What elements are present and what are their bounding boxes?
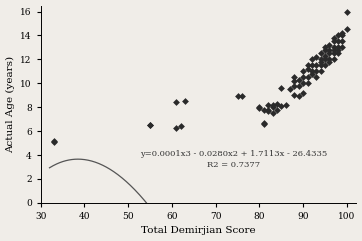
Point (335, 46, 341, 49)
Point (331, 48, 337, 52)
Point (340, 33, 345, 37)
Point (318, 52, 324, 55)
Point (331, 36, 337, 40)
Point (296, 78, 302, 82)
Point (300, 91, 306, 95)
Point (340, 46, 345, 49)
Point (270, 103, 275, 107)
Point (147, 123, 153, 127)
Point (261, 121, 267, 125)
Point (300, 81, 306, 85)
Point (318, 63, 324, 67)
Point (331, 57, 337, 61)
Point (331, 40, 337, 43)
Point (291, 93, 297, 97)
Point (309, 69, 315, 73)
Point (257, 107, 262, 110)
Point (340, 31, 345, 35)
Point (291, 75, 297, 79)
Point (287, 87, 293, 91)
Point (257, 105, 262, 109)
Point (335, 48, 341, 52)
Point (296, 94, 302, 98)
Point (313, 55, 319, 59)
Point (278, 104, 284, 108)
Point (318, 69, 324, 73)
Point (322, 46, 328, 49)
Point (331, 46, 337, 49)
Point (173, 100, 179, 104)
Point (313, 69, 319, 73)
Text: y=0.0001x3 - 0.0280x2 + 1.7113x - 26.4335: y=0.0001x3 - 0.0280x2 + 1.7113x - 26.433… (139, 150, 327, 158)
Point (344, 10, 350, 13)
X-axis label: Total Demirjian Score: Total Demirjian Score (141, 227, 256, 235)
Point (283, 103, 289, 107)
Point (327, 48, 332, 52)
Point (335, 33, 341, 37)
Point (335, 52, 341, 55)
Point (274, 108, 280, 112)
Point (51, 139, 57, 143)
Point (182, 99, 188, 103)
Point (291, 79, 297, 83)
Point (335, 40, 341, 43)
Point (278, 86, 284, 90)
Point (313, 63, 319, 67)
Point (291, 84, 297, 87)
Point (327, 52, 332, 55)
Point (322, 48, 328, 52)
Point (327, 43, 332, 47)
Point (300, 75, 306, 79)
Point (309, 72, 315, 76)
Point (309, 57, 315, 61)
Point (340, 40, 345, 43)
Point (265, 109, 271, 113)
Point (304, 67, 310, 71)
Point (331, 52, 337, 55)
Point (173, 126, 179, 129)
Point (300, 69, 306, 73)
Point (313, 75, 319, 79)
Text: R2 = 0.7377: R2 = 0.7377 (207, 161, 260, 169)
Point (265, 103, 271, 107)
Point (304, 63, 310, 67)
Point (270, 111, 275, 115)
Point (327, 60, 332, 64)
Point (261, 122, 267, 126)
Point (322, 57, 328, 61)
Point (322, 54, 328, 58)
Point (235, 94, 240, 98)
Point (239, 94, 245, 98)
Point (296, 84, 302, 87)
Point (309, 63, 315, 67)
Point (304, 75, 310, 79)
Point (51, 140, 57, 144)
Y-axis label: Actual Age (years): Actual Age (years) (5, 56, 15, 153)
Point (265, 108, 271, 112)
Point (261, 108, 267, 112)
Point (147, 123, 153, 127)
Point (178, 124, 184, 128)
Point (327, 57, 332, 61)
Point (270, 105, 275, 109)
Point (318, 57, 324, 61)
Point (322, 63, 328, 67)
Point (344, 27, 350, 31)
Point (318, 60, 324, 64)
Point (274, 102, 280, 106)
Point (304, 81, 310, 85)
